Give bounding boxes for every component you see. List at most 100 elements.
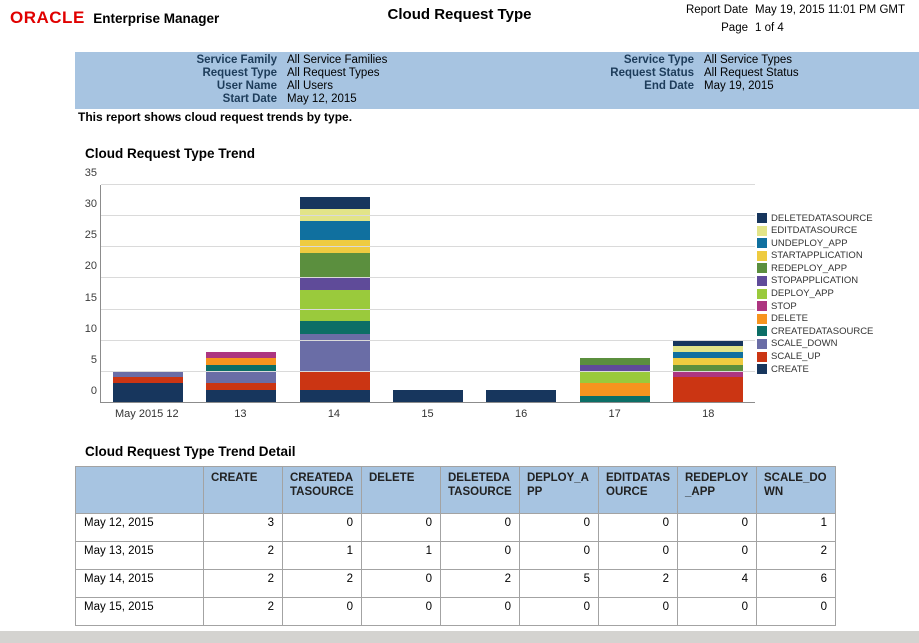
bar-slot <box>101 185 194 402</box>
legend-swatch-icon <box>757 225 767 236</box>
table-column-header: DEPLOY_APP <box>519 466 599 514</box>
legend-item-stopapplication: STOPAPPLICATION <box>757 275 919 287</box>
bar-segment-stopapplication <box>579 364 650 371</box>
chart-legend: DELETEDATASOURCE EDITDATASOURCE UNDEPLOY_A… <box>757 212 919 376</box>
table-row: May 12, 2015 3 0 0 0 0 0 0 1 <box>75 513 836 542</box>
bar-segment-create <box>392 389 463 402</box>
table-value-cell: 0 <box>440 597 520 626</box>
gridline <box>101 184 755 185</box>
table-value-cell: 1 <box>361 541 441 570</box>
legend-item-scale_down: SCALE_DOWN <box>757 338 919 350</box>
gridline <box>101 246 755 248</box>
table-value-cell: 0 <box>677 597 757 626</box>
table-value-cell: 0 <box>677 541 757 570</box>
legend-item-startapplication: STARTAPPLICATION <box>757 250 919 262</box>
table-column-header: EDITDATASOURCE <box>598 466 678 514</box>
legend-label: DELETE <box>771 313 808 325</box>
stacked-bar-17 <box>579 358 650 402</box>
bar-slot <box>194 185 287 402</box>
legend-label: DEPLOY_APP <box>771 288 834 300</box>
parameter-row: Service Type All Service Types <box>497 54 919 67</box>
legend-item-redeploy_app: REDEPLOY_APP <box>757 262 919 274</box>
table-value-cell: 6 <box>756 569 836 598</box>
legend-swatch-icon <box>757 338 767 349</box>
parameter-value: All Service Families <box>287 54 388 66</box>
trend-detail-table: CREATE CREATEDATASOURCE DELETE DELETEDATASO… <box>75 466 836 626</box>
stacked-bar-may-2015-12 <box>112 370 183 402</box>
bar-segment-redeploy_app <box>299 252 370 278</box>
table-column-header: CREATE <box>203 466 283 514</box>
parameter-label: End Date <box>644 80 694 92</box>
table-value-cell: 0 <box>440 513 520 542</box>
bar-segment-delete <box>579 383 650 396</box>
parameter-row: Request Type All Request Types <box>75 67 497 80</box>
x-axis-tick-label: May 2015 12 <box>114 408 179 420</box>
table-value-cell: 5 <box>519 569 599 598</box>
legend-item-create: CREATE <box>757 363 919 375</box>
bottom-strip <box>0 631 919 643</box>
table-column-header: DELETE <box>361 466 441 514</box>
gridline <box>101 339 755 341</box>
y-axis-tick-label: 25 <box>84 229 97 242</box>
parameter-label: Request Status <box>610 67 694 79</box>
table-value-cell: 2 <box>203 569 283 598</box>
parameter-row: Request Status All Request Status <box>497 67 919 80</box>
table-value-cell: 0 <box>756 597 836 626</box>
legend-label: EDITDATASOURCE <box>771 225 858 237</box>
parameter-value: All Request Types <box>287 67 380 79</box>
page-title: Cloud Request Type <box>387 6 532 23</box>
parameter-label: User Name <box>216 80 277 92</box>
table-row: May 13, 2015 2 1 1 0 0 0 0 2 <box>75 541 836 570</box>
bar-segment-redeploy_app <box>673 364 744 371</box>
legend-label: SCALE_UP <box>771 351 821 363</box>
bar-slot <box>288 185 381 402</box>
parameter-label: Start Date <box>222 93 277 105</box>
bar-segment-stopapplication <box>299 277 370 290</box>
x-axis-tick-label: 16 <box>514 408 528 420</box>
gridline <box>101 277 755 279</box>
table-value-cell: 0 <box>598 541 678 570</box>
y-axis-tick-label: 35 <box>84 167 97 179</box>
parameter-row: End Date May 19, 2015 <box>497 80 919 93</box>
y-axis-tick-label: 15 <box>84 291 97 304</box>
parameter-row: Service Family All Service Families <box>75 54 497 67</box>
bar-segment-stop <box>673 370 744 378</box>
report-date-value: May 19, 2015 11:01 PM GMT <box>755 4 905 16</box>
table-column-header <box>75 466 204 514</box>
bar-slot <box>662 185 755 402</box>
bar-segment-createdatasource <box>579 395 650 402</box>
table-value-cell: 0 <box>282 513 362 542</box>
parameter-band: Service Family All Service Families Reques… <box>75 52 919 109</box>
x-axis-tick-label: 17 <box>608 408 621 420</box>
bar-segment-delete <box>206 358 277 365</box>
bar-slot <box>475 185 568 402</box>
table-value-cell: 2 <box>598 569 678 598</box>
legend-swatch-icon <box>757 250 767 261</box>
table-value-cell: 0 <box>519 513 599 542</box>
bar-slot <box>568 185 661 402</box>
bar-segment-deletedatasource <box>673 339 744 346</box>
chart-title: Cloud Request Type Trend <box>85 146 256 161</box>
table-value-cell: 2 <box>440 569 520 598</box>
x-axis-tick-label: 13 <box>234 408 247 420</box>
legend-swatch-icon <box>757 313 767 324</box>
legend-label: REDEPLOY_APP <box>771 262 848 274</box>
table-column-header: DELETEDATASOURCE <box>440 466 520 514</box>
bar-segment-undeploy_app <box>673 352 744 359</box>
bar-segment-create <box>112 383 183 402</box>
table-row: May 15, 2015 2 0 0 0 0 0 0 0 <box>75 597 836 626</box>
table-value-cell: 0 <box>598 513 678 542</box>
bar-segment-createdatasource <box>299 321 370 334</box>
legend-label: DELETEDATASOURCE <box>771 212 873 224</box>
table-column-header: REDEPLOY_APP <box>677 466 757 514</box>
legend-item-stop: STOP <box>757 300 919 312</box>
brand-suffix: Enterprise Manager <box>93 11 220 26</box>
chart-x-axis: May 2015 12 13 14 15 16 17 18 <box>100 408 755 420</box>
parameter-label: Service Type <box>623 54 694 66</box>
report-meta: Report Date May 19, 2015 11:01 PM GMT Pa… <box>673 4 905 40</box>
chart-plot-area <box>100 184 755 403</box>
table-date-cell: May 13, 2015 <box>75 541 204 570</box>
table-date-cell: May 14, 2015 <box>75 569 204 598</box>
table-value-cell: 0 <box>598 597 678 626</box>
table-value-cell: 0 <box>440 541 520 570</box>
